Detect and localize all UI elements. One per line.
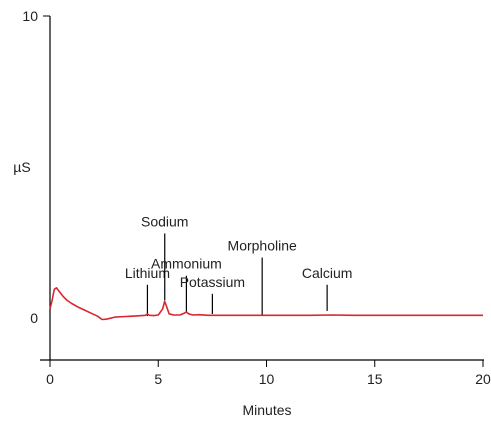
x-axis-title: Minutes	[242, 402, 291, 418]
x-tick-label: 0	[46, 371, 54, 387]
y-tick-label: 0	[30, 310, 38, 326]
y-axis: 0 10 µS	[13, 8, 51, 360]
x-tick-label: 5	[154, 371, 162, 387]
traces	[49, 286, 483, 321]
x-ticks: 0 5 10 15 20	[46, 360, 491, 387]
x-tick-label: 10	[259, 371, 275, 387]
y-tick-label: 10	[22, 8, 38, 24]
x-tick-label: 20	[475, 371, 491, 387]
peak-label: Morpholine	[228, 238, 297, 254]
y-ticks: 0 10	[22, 8, 50, 326]
peak-label: Ammonium	[151, 256, 222, 272]
y-axis-title: µS	[13, 159, 30, 175]
series-line	[49, 286, 483, 321]
peak-label: Calcium	[302, 265, 353, 281]
peak-label: Sodium	[141, 213, 188, 229]
x-axis: 0 5 10 15 20 Minutes	[40, 359, 491, 418]
peak-annotations: Lithium Sodium Ammonium Potassium Morpholine…	[125, 213, 353, 317]
peak-label: Lithium	[125, 265, 170, 281]
peak-label: Potassium	[180, 274, 245, 290]
x-tick-label: 15	[367, 371, 383, 387]
